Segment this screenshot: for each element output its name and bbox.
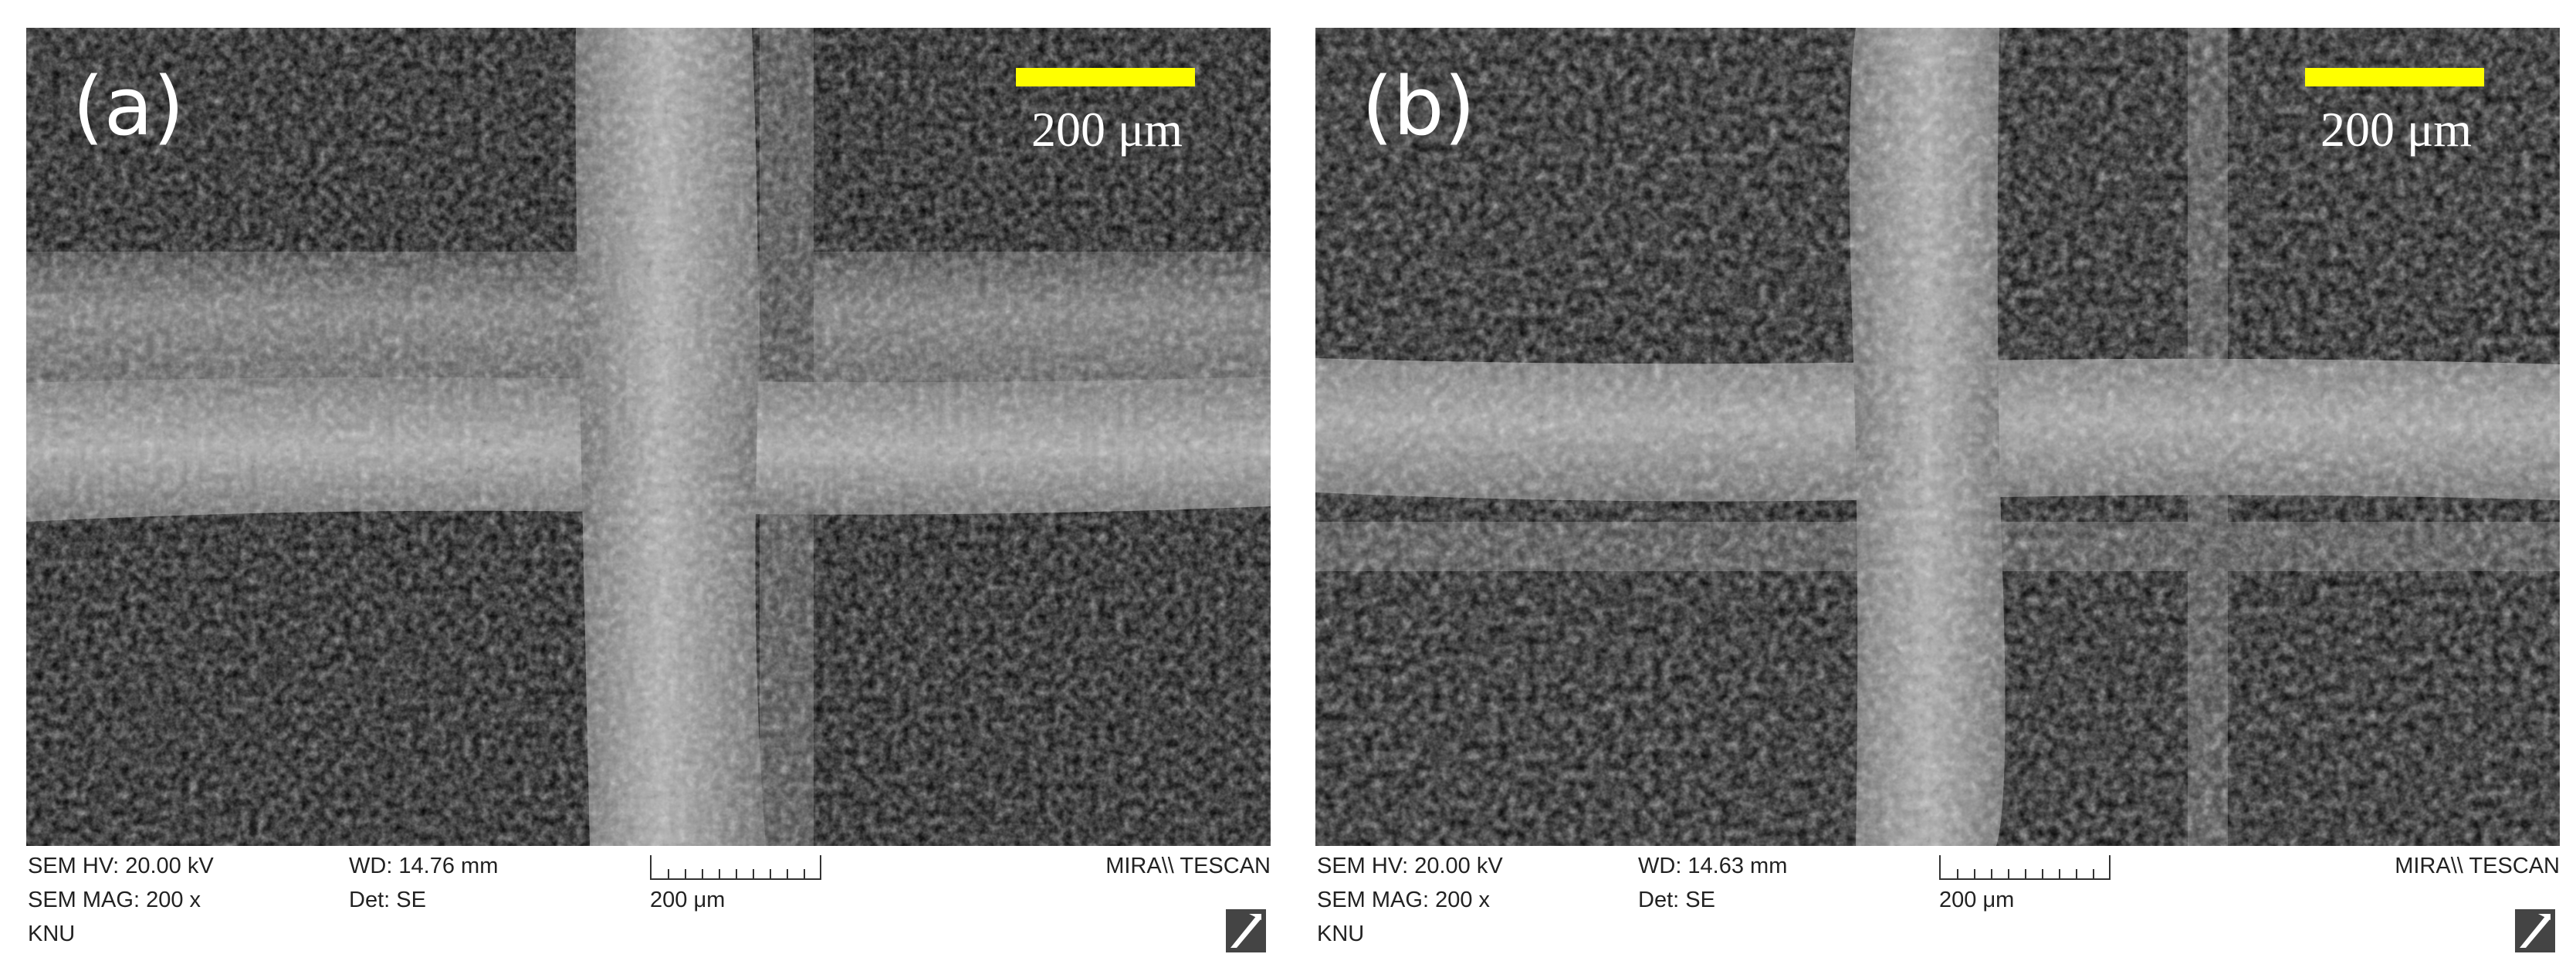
sem-micrograph-b: (b) 200 μm [1315, 28, 2560, 846]
sem-hv-a: SEM HV: 20.00 kV [28, 854, 214, 878]
fiber-mesh-image-b [1315, 28, 2560, 846]
sem-det-b: Det: SE [1638, 888, 1715, 912]
sem-mag-b: SEM MAG: 200 x [1317, 888, 1491, 912]
sem-det-a: Det: SE [349, 888, 426, 912]
sem-hv-b: SEM HV: 20.00 kV [1317, 854, 1503, 878]
sem-scale-a: 200 μm [650, 888, 726, 912]
sem-info-bar-a: SEM HV: 20.00 kV WD: 14.76 mm MIRA\\ TES… [26, 847, 1271, 954]
scale-bar-b [2305, 68, 2484, 86]
sem-panel-a: (a) 200 μm SEM HV: 20.00 kV WD: 14.76 mm… [26, 28, 1271, 954]
fiber-mesh-image-a [26, 28, 1271, 846]
sem-micrograph-a: (a) 200 μm [26, 28, 1271, 846]
tescan-logo-icon [2515, 909, 2555, 952]
sem-wd-a: WD: 14.76 mm [349, 854, 499, 878]
scale-bar-label-a: 200 μm [1031, 102, 1183, 157]
sem-info-bar-b: SEM HV: 20.00 kV WD: 14.63 mm MIRA\\ TES… [1315, 847, 2560, 954]
sem-scale-b: 200 μm [1939, 888, 2015, 912]
sem-mag-a: SEM MAG: 200 x [28, 888, 201, 912]
sem-lab-b: KNU [1317, 922, 1365, 946]
sem-lab-a: KNU [28, 922, 76, 946]
sem-wd-b: WD: 14.63 mm [1638, 854, 1788, 878]
sem-panel-b: (b) 200 μm SEM HV: 20.00 kV WD: 14.63 mm… [1315, 28, 2560, 954]
scale-ruler-b [1939, 855, 2111, 880]
scale-bar-a [1016, 68, 1195, 86]
scale-bar-label-b: 200 μm [2320, 102, 2473, 157]
sem-vendor-a: MIRA\\ TESCAN [1105, 854, 1271, 878]
panel-label-a: (a) [73, 59, 184, 154]
tescan-logo-icon [1226, 909, 1266, 952]
sem-vendor-b: MIRA\\ TESCAN [2395, 854, 2560, 878]
scale-ruler-a [650, 855, 821, 880]
panel-label-b: (b) [1362, 59, 1476, 154]
